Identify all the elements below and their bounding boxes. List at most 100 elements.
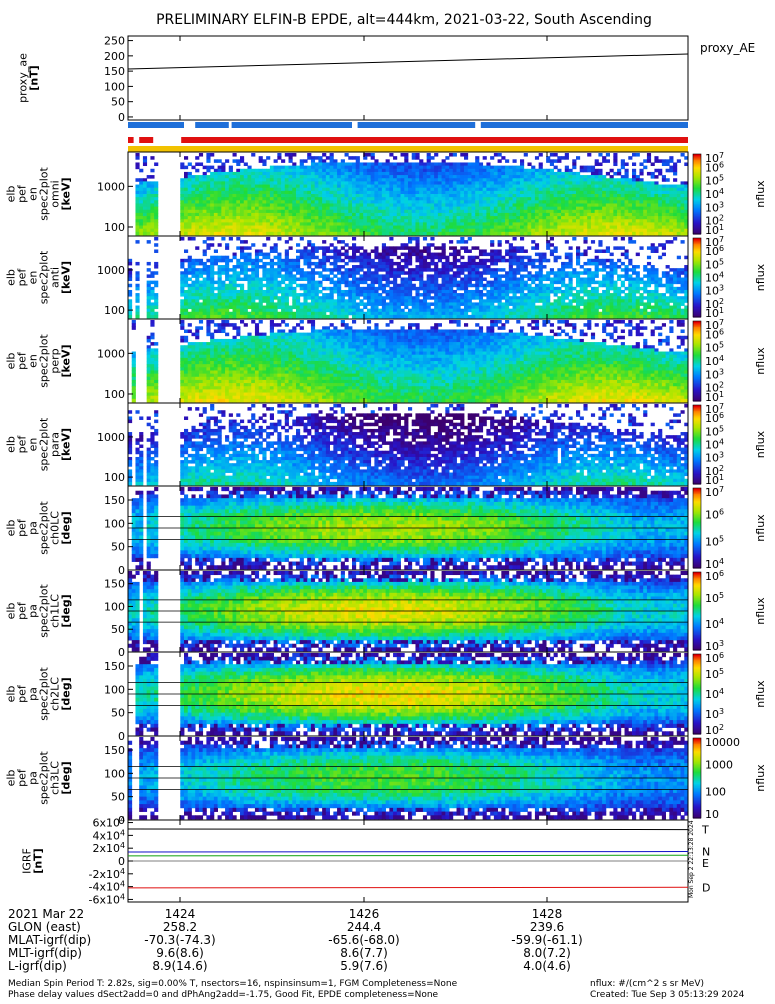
heatmap-omni-cell (419, 162, 423, 166)
heatmap-omni-cell (195, 207, 199, 211)
heatmap-omni-cell (199, 226, 203, 230)
heatmap-omni-cell (285, 181, 289, 185)
heatmap-omni-cell (453, 175, 457, 179)
heatmap-omni-cell (341, 185, 345, 189)
heatmap-omni-cell (423, 213, 427, 217)
heatmap-omni-cell (292, 178, 296, 182)
heatmap-omni-cell (184, 166, 188, 170)
heatmap-omni-cell (315, 232, 319, 236)
heatmap-omni-cell (274, 188, 278, 192)
heatmap-omni-cell (266, 210, 270, 214)
heatmap-omni-cell (184, 229, 188, 233)
heatmap-omni-cell (322, 219, 326, 223)
heatmap-omni-cell (404, 169, 408, 173)
heatmap-omni-cell (195, 200, 199, 204)
heatmap-omni-cell (345, 207, 349, 211)
heatmap-omni-cell (281, 203, 285, 207)
heatmap-omni-cell (147, 185, 151, 189)
heatmap-omni-cell (307, 188, 311, 192)
heatmap-omni-cell (251, 216, 255, 220)
heatmap-omni-cell (318, 213, 322, 217)
heatmap-omni-cell (367, 229, 371, 233)
heatmap-omni-cell (386, 197, 390, 201)
heatmap-omni-cell (311, 181, 315, 185)
heatmap-omni-cell (341, 229, 345, 233)
heatmap-omni-cell (236, 232, 240, 236)
heatmap-omni-cell (389, 219, 393, 223)
heatmap-omni-cell (203, 219, 207, 223)
heatmap-omni-cell (281, 197, 285, 201)
heatmap-omni-cell (154, 203, 158, 207)
heatmap-omni-cell (374, 219, 378, 223)
heatmap-omni-cell (412, 229, 416, 233)
heatmap-omni-cell (184, 197, 188, 201)
heatmap-omni-cell (203, 185, 207, 189)
panels: 050100150200250proxy_ae[nT]proxy_AE10010… (5, 35, 768, 907)
heatmap-omni-cell (247, 216, 251, 220)
heatmap-omni-cell (393, 232, 397, 236)
heatmap-omni-cell (374, 216, 378, 220)
heatmap-omni-cell (464, 219, 468, 223)
heatmap-omni-cell (277, 213, 281, 217)
heatmap-omni-cell (382, 219, 386, 223)
proxy-ae-legend: proxy_AE (700, 41, 755, 55)
heatmap-omni-cell (147, 175, 151, 179)
heatmap-omni-cell (412, 166, 416, 170)
heatmap-omni-cell (468, 226, 472, 230)
heatmap-omni-cell (442, 210, 446, 214)
heatmap-omni-cell (415, 203, 419, 207)
heatmap-omni-cell (195, 229, 199, 233)
heatmap-omni-cell (464, 226, 468, 230)
heatmap-omni-cell (296, 191, 300, 195)
heatmap-omni-cell (143, 156, 147, 160)
heatmap-omni-cell (225, 159, 229, 163)
heatmap-omni-cell (393, 210, 397, 214)
heatmap-omni-cell (240, 210, 244, 214)
heatmap-omni-cell (233, 153, 237, 157)
heatmap-omni-cell (300, 191, 304, 195)
heatmap-omni-cell (464, 175, 468, 179)
heatmap-omni-cell (255, 178, 259, 182)
heatmap-omni-cell (419, 219, 423, 223)
heatmap-omni-cell (135, 210, 139, 214)
heatmap-omni-cell (460, 232, 464, 236)
heatmap-omni-cell (229, 175, 233, 179)
heatmap-omni-cell (337, 226, 341, 230)
heatmap-omni-cell (341, 191, 345, 195)
heatmap-omni-cell (419, 169, 423, 173)
heatmap-omni-cell (427, 178, 431, 182)
heatmap-omni-cell (449, 188, 453, 192)
heatmap-omni-cell (311, 229, 315, 233)
heatmap-omni-cell (442, 188, 446, 192)
heatmap-omni-cell (244, 229, 248, 233)
heatmap-omni-cell (367, 232, 371, 236)
heatmap-omni-cell (262, 185, 266, 189)
heatmap-omni-cell (318, 232, 322, 236)
heatmap-omni-cell (442, 203, 446, 207)
heatmap-omni-cell (150, 229, 154, 233)
heatmap-omni-cell (259, 178, 263, 182)
heatmap-omni-cell (199, 203, 203, 207)
heatmap-omni-cell (471, 213, 475, 217)
heatmap-omni-cell (311, 226, 315, 230)
heatmap-omni-cell (195, 219, 199, 223)
heatmap-omni-cell (203, 216, 207, 220)
heatmap-omni-cell (341, 213, 345, 217)
heatmap-omni-cell (419, 213, 423, 217)
heatmap-omni-cell (147, 207, 151, 211)
heatmap-omni-cell (374, 222, 378, 226)
heatmap-omni-cell (438, 162, 442, 166)
heatmap-omni-cell (255, 213, 259, 217)
heatmap-omni-cell (442, 166, 446, 170)
heatmap-omni-cell (408, 188, 412, 192)
heatmap-omni-cell (457, 213, 461, 217)
heatmap-omni-cell (356, 226, 360, 230)
heatmap-omni-cell (430, 188, 434, 192)
heatmap-omni-cell (259, 213, 263, 217)
heatmap-omni-cell (442, 197, 446, 201)
heatmap-omni-cell (348, 229, 352, 233)
heatmap-omni-cell (397, 210, 401, 214)
heatmap-omni-cell (345, 188, 349, 192)
heatmap-omni-cell (367, 226, 371, 230)
heatmap-omni-cell (345, 229, 349, 233)
